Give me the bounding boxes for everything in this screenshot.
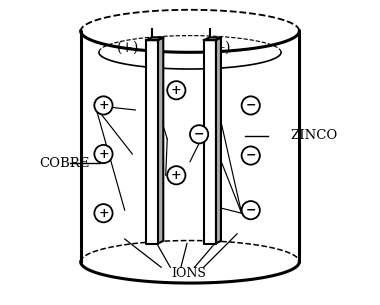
Circle shape (167, 81, 185, 99)
Polygon shape (204, 40, 215, 244)
Text: +: + (171, 169, 182, 182)
Circle shape (94, 145, 112, 163)
Circle shape (242, 201, 260, 219)
Circle shape (94, 204, 112, 222)
Polygon shape (158, 38, 163, 244)
Circle shape (167, 166, 185, 185)
Text: (+): (+) (117, 41, 139, 55)
Text: (-): (-) (216, 41, 232, 55)
Text: −: − (194, 128, 204, 141)
Polygon shape (204, 38, 221, 40)
Text: +: + (98, 207, 109, 220)
Text: −: − (245, 99, 256, 112)
Polygon shape (146, 38, 163, 40)
Text: IONS: IONS (171, 267, 206, 280)
Text: +: + (98, 148, 109, 160)
Text: COBRE: COBRE (40, 157, 90, 170)
Text: +: + (98, 99, 109, 112)
Text: −: − (245, 204, 256, 217)
Circle shape (94, 96, 112, 115)
Circle shape (242, 96, 260, 115)
Text: +: + (171, 84, 182, 97)
Circle shape (190, 125, 208, 143)
Circle shape (242, 146, 260, 165)
Polygon shape (215, 38, 221, 244)
Text: −: − (245, 149, 256, 162)
Text: ZINCO: ZINCO (290, 129, 337, 142)
Polygon shape (146, 40, 158, 244)
